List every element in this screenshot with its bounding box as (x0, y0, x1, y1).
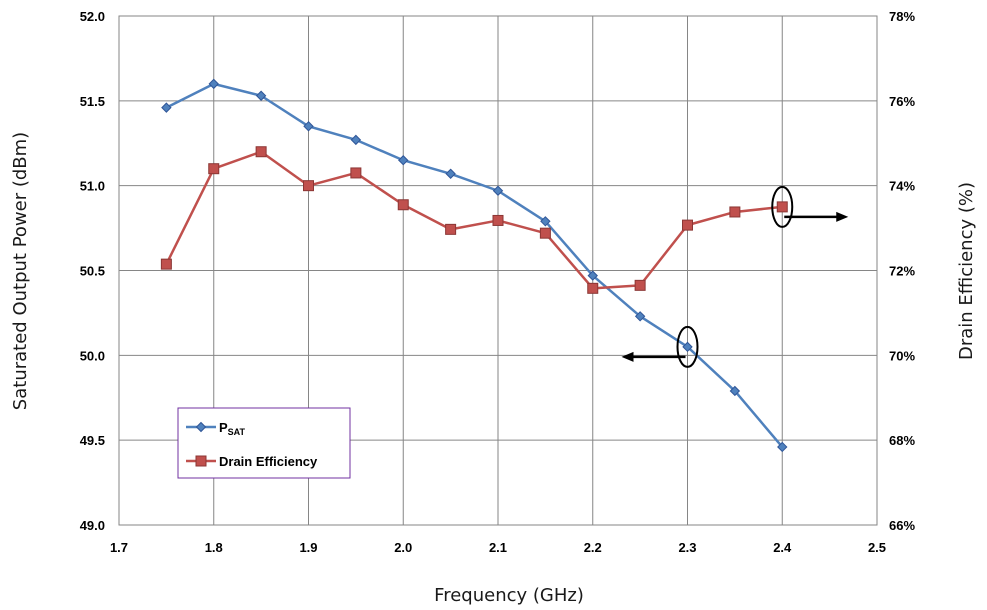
left-y-axis-title: Saturated Output Power (dBm) (10, 132, 31, 410)
legend-drain-marker (195, 455, 207, 467)
psat-point (729, 385, 741, 397)
legend-psat-marker (195, 421, 207, 433)
psat-point (682, 341, 693, 353)
psat-point (777, 441, 788, 453)
right-y-tick-label: 66% (889, 518, 915, 533)
series-layer (160, 78, 788, 453)
legend: PSAT Drain Efficiency (177, 407, 351, 479)
legend-drain-label: Drain Efficiency (219, 454, 318, 469)
psat-point (255, 90, 267, 101)
right-y-tick-labels: 66% 68% 70% 72% 74% 76% 78% (889, 9, 915, 533)
legend-box (177, 407, 351, 479)
psat-point (303, 121, 314, 132)
left-axis-indicator (621, 325, 699, 368)
drain-efficiency-point (350, 167, 362, 179)
x-tick-label: 1.7 (110, 540, 128, 555)
drain-efficiency-point (729, 206, 741, 218)
drain-efficiency-point (587, 282, 599, 294)
right-axis-indicator (771, 185, 849, 228)
drain-efficiency-point (445, 223, 457, 235)
x-tick-label: 2.2 (584, 540, 602, 555)
x-tick-label: 1.8 (205, 540, 223, 555)
psat-series-line (165, 82, 784, 448)
x-tick-label: 2.3 (678, 540, 696, 555)
left-y-tick-label: 52.0 (80, 9, 105, 24)
drain-efficiency-point (492, 214, 504, 226)
psat-point (350, 134, 362, 146)
left-y-tick-label: 50.0 (80, 348, 105, 363)
left-y-tick-label: 51.0 (80, 179, 105, 194)
drain-efficiency-series-line (165, 150, 783, 290)
drain-efficiency-point (255, 146, 267, 158)
left-y-tick-labels: 49.0 49.5 50.0 50.5 51.0 51.5 52.0 (80, 9, 105, 533)
right-y-tick-label: 76% (889, 94, 915, 109)
annotation-ellipse (771, 185, 794, 228)
left-y-tick-label: 50.5 (80, 264, 105, 279)
psat-point (161, 102, 172, 113)
annotation-arrowhead (836, 211, 849, 222)
drain-efficiency-point (634, 279, 646, 291)
annotation-ellipse (676, 325, 699, 368)
drain-efficiency-point (397, 199, 409, 211)
psat-point (540, 216, 551, 227)
drain-efficiency-point (682, 219, 693, 231)
x-tick-labels: 1.7 1.8 1.9 2.0 2.1 2.2 2.3 2.4 2.5 (110, 540, 886, 555)
left-y-tick-label: 49.5 (80, 433, 105, 448)
x-tick-label: 1.9 (299, 540, 317, 555)
left-y-tick-label: 51.5 (80, 94, 105, 109)
drain-efficiency-point (208, 163, 220, 175)
psat-point (492, 185, 504, 196)
plot-area-border (118, 15, 878, 526)
left-y-tick-label: 49.0 (80, 518, 105, 533)
right-y-tick-label: 70% (889, 348, 915, 363)
psat-point (445, 168, 456, 179)
drain-efficiency-point (160, 258, 172, 270)
drain-efficiency-point (539, 227, 551, 239)
legend-psat-label: PSAT (219, 420, 246, 437)
psat-point (208, 78, 219, 90)
x-axis-title: Frequency (GHz) (434, 585, 584, 606)
drain-efficiency-point (303, 180, 314, 192)
x-tick-label: 2.0 (394, 540, 412, 555)
right-y-tick-label: 74% (889, 179, 915, 194)
psat-point (587, 270, 598, 281)
annotations (621, 185, 849, 368)
right-y-tick-label: 72% (889, 264, 915, 279)
x-tick-label: 2.1 (489, 540, 507, 555)
psat-point (634, 311, 646, 322)
right-y-tick-label: 78% (889, 9, 915, 24)
drain-efficiency-point (776, 201, 788, 213)
psat-point (398, 155, 409, 166)
right-y-tick-label: 68% (889, 433, 915, 448)
right-y-axis-title: Drain Efficiency (%) (956, 182, 977, 360)
annotation-arrowhead (621, 351, 634, 362)
x-tick-label: 2.4 (773, 540, 792, 555)
x-tick-label: 2.5 (868, 540, 886, 555)
